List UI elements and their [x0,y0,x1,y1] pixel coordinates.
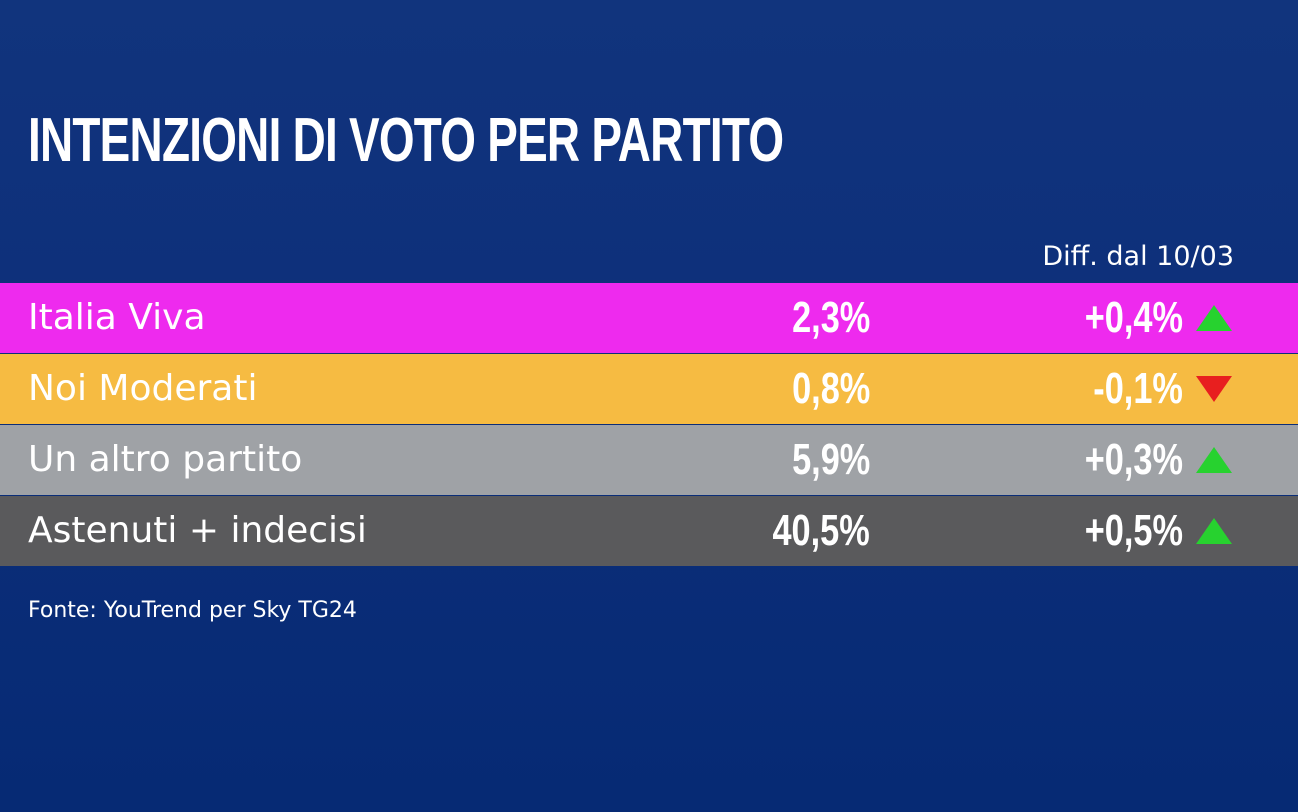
party-name: Astenuti + indecisi [28,510,367,551]
table-row-0: Italia Viva 2,3% +0,4% [0,283,1298,353]
chart-title: INTENZIONI DI VOTO PER PARTITO [28,106,784,175]
party-diff: +0,4% [1084,293,1183,342]
party-value: 5,9% [791,435,870,484]
trend-up-icon [1196,447,1232,473]
party-diff: +0,5% [1084,506,1183,555]
party-diff: +0,3% [1084,435,1183,484]
table-row-2: Un altro partito 5,9% +0,3% [0,425,1298,495]
trend-up-icon [1196,518,1232,544]
party-name: Noi Moderati [28,368,258,409]
party-value: 40,5% [772,506,870,555]
table-row-3: Astenuti + indecisi 40,5% +0,5% [0,496,1298,566]
party-value: 2,3% [791,293,870,342]
trend-down-icon [1196,376,1232,402]
trend-up-icon [1196,305,1232,331]
party-name: Italia Viva [28,297,206,338]
diff-column-header: Diff. dal 10/03 [1042,241,1234,272]
party-diff: -0,1% [1093,364,1183,413]
results-table: Italia Viva 2,3% +0,4% Noi Moderati 0,8%… [0,283,1298,566]
source-note: Fonte: YouTrend per Sky TG24 [28,598,357,623]
party-value: 0,8% [791,364,870,413]
table-row-1: Noi Moderati 0,8% -0,1% [0,354,1298,424]
party-name: Un altro partito [28,439,303,480]
